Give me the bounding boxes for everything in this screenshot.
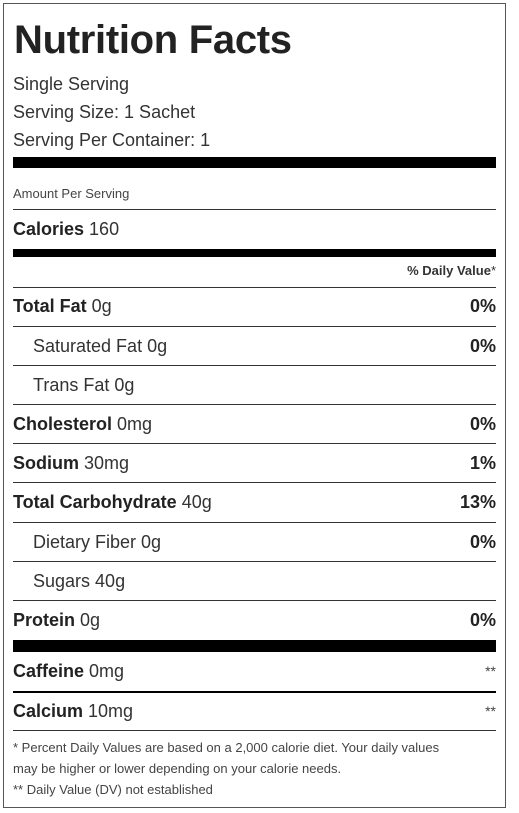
divider [13, 443, 496, 444]
daily-value-header: % Daily Value* [407, 263, 496, 278]
nutrient-row-dietary-fiber: Dietary Fiber 0g 0% [33, 530, 496, 554]
nutrition-label: Nutrition Facts Single Serving Serving S… [3, 3, 506, 808]
nutrient-name: Total Fat [13, 296, 92, 316]
calories-label: Calories [13, 219, 90, 239]
nutrient-daily-value: 0% [469, 414, 496, 434]
serving-type: Single Serving [13, 74, 130, 94]
nutrient-amount: 0g [141, 532, 162, 552]
label-title: Nutrition Facts [14, 18, 292, 62]
nutrient-row-cholesterol: Cholesterol 0mg 0% [13, 412, 496, 436]
serving-size: Serving Size: 1 Sachet [13, 102, 196, 122]
nutrient-name: Saturated Fat [33, 336, 148, 356]
divider [13, 209, 496, 210]
nutrient-amount: 40g [95, 571, 126, 591]
nutrient-amount: 0g [114, 375, 135, 395]
divider [13, 404, 496, 405]
divider [13, 600, 496, 601]
nutrient-row-total-carbohydrate: Total Carbohydrate 40g 13% [13, 490, 496, 514]
footnote-calorie-needs: may be higher or lower depending on your… [13, 761, 342, 776]
nutrient-name: Sodium [13, 453, 84, 473]
extra-row-caffeine: Caffeine 0mg ** [13, 659, 496, 683]
calories-row: Calories 160 [13, 217, 496, 241]
nutrient-amount: 0mg [117, 414, 153, 434]
nutrient-name: Caffeine [13, 661, 90, 681]
divider [13, 287, 496, 288]
divider [13, 522, 496, 523]
divider [13, 730, 496, 731]
nutrient-row-total-fat: Total Fat 0g 0% [13, 294, 496, 318]
daily-value-asterisk: * [490, 263, 496, 278]
nutrient-amount: 0g [147, 336, 168, 356]
daily-value-header-text: % Daily Value [407, 263, 491, 278]
amount-per-serving: Amount Per Serving [13, 186, 130, 201]
divider [13, 691, 496, 693]
nutrient-amount: 0g [80, 610, 101, 630]
divider [13, 561, 496, 562]
extra-row-calcium: Calcium 10mg ** [13, 699, 496, 723]
nutrient-daily-value: 0% [469, 532, 496, 552]
nutrient-daily-value: 0% [469, 336, 496, 356]
divider [13, 482, 496, 483]
nutrient-row-trans-fat: Trans Fat 0g [33, 373, 496, 397]
nutrient-daily-value: 0% [469, 610, 496, 630]
dv-not-established-marker: ** [485, 663, 496, 679]
nutrient-row-sugars: Sugars 40g [33, 569, 496, 593]
dv-not-established-marker: ** [485, 703, 496, 719]
nutrient-name: Total Carbohydrate [13, 492, 182, 512]
calories-value: 160 [89, 219, 120, 239]
label-content: Nutrition Facts Single Serving Serving S… [13, 4, 496, 807]
thick-divider [13, 157, 496, 168]
nutrient-row-sodium: Sodium 30mg 1% [13, 451, 496, 475]
divider [13, 365, 496, 366]
nutrient-daily-value: 1% [469, 453, 496, 473]
nutrient-daily-value: 13% [459, 492, 496, 512]
nutrient-name: Calcium [13, 701, 89, 721]
divider [13, 326, 496, 327]
nutrient-amount: 0mg [89, 661, 125, 681]
footnote-dv-not-established: ** Daily Value (DV) not established [13, 782, 213, 797]
nutrient-amount: 0g [91, 296, 112, 316]
medium-divider [13, 249, 496, 257]
nutrient-amount: 30mg [84, 453, 130, 473]
footnote-daily-values: * Percent Daily Values are based on a 2,… [13, 740, 440, 755]
nutrient-amount: 10mg [88, 701, 134, 721]
nutrient-name: Cholesterol [13, 414, 118, 434]
nutrient-name: Trans Fat [33, 375, 115, 395]
nutrient-name: Dietary Fiber [33, 532, 142, 552]
nutrient-name: Protein [13, 610, 81, 630]
nutrient-name: Sugars [33, 571, 96, 591]
nutrient-daily-value: 0% [469, 296, 496, 316]
nutrient-row-protein: Protein 0g 0% [13, 608, 496, 632]
nutrient-amount: 40g [181, 492, 212, 512]
nutrient-row-saturated-fat: Saturated Fat 0g 0% [33, 334, 496, 358]
thick-divider [13, 640, 496, 652]
servings-per-container: Serving Per Container: 1 [13, 130, 211, 150]
